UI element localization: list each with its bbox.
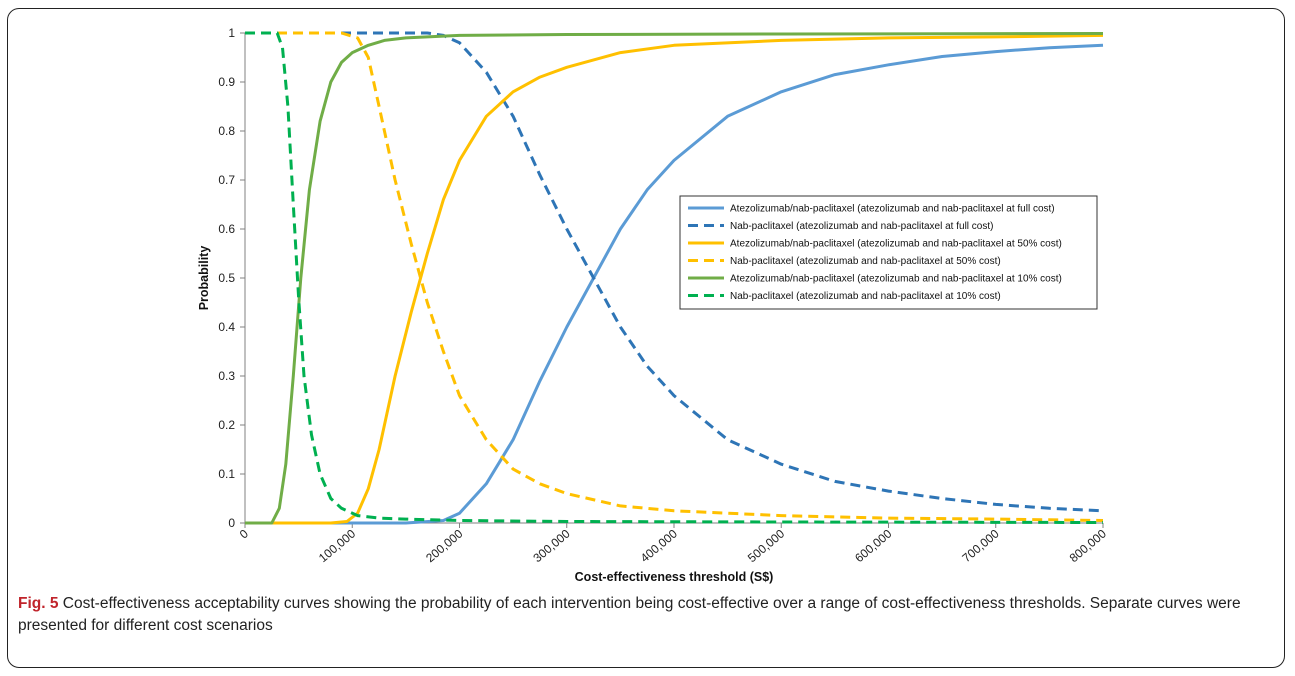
y-tick-label: 0.5 [218,271,235,285]
x-tick-label: 600,000 [852,526,894,565]
legend-entry-6: Nab-paclitaxel (atezolizumab and nab-pac… [730,291,1001,302]
y-tick-label: 0.4 [218,320,235,334]
figure-label: Fig. 5 [18,595,59,612]
x-tick-label: 800,000 [1067,526,1109,565]
figure-caption-text: Cost-effectiveness acceptability curves … [18,595,1241,634]
x-tick-label: 400,000 [638,526,680,565]
series-line-4 [245,31,1104,522]
legend: Atezolizumab/nab-paclitaxel (atezolizuma… [679,195,1098,310]
legend-entry-4: Nab-paclitaxel (atezolizumab and nab-pac… [730,256,1001,267]
legend-entry-2: Nab-paclitaxel (atezolizumab and nab-pac… [730,221,993,232]
y-tick-label: 0.1 [218,467,235,481]
series-line-6 [245,31,1104,524]
figure-caption: Fig. 5 Cost-effectiveness acceptability … [18,593,1273,637]
y-axis: 0 0.1 0.2 0.3 0.4 0.5 0.6 0.7 0.8 0.9 1 [218,26,245,530]
x-tick-label: 100,000 [316,526,358,565]
legend-box [679,195,1098,310]
x-tick-label: 200,000 [423,526,465,565]
x-tick-label: 0 [237,526,251,541]
series-line-3 [245,33,1104,525]
cost-effectiveness-chart: 0 0.1 0.2 0.3 0.4 0.5 0.6 0.7 0.8 0.9 1 0 100,000 20… [197,26,1109,584]
y-axis-title: Probability [197,246,211,311]
series-lines [245,31,1104,525]
y-tick-label: 0.3 [218,369,235,383]
y-tick-label: 0.6 [218,222,235,236]
series-line-5 [245,32,1104,525]
x-tick-label: 500,000 [745,526,787,565]
y-tick-label: 0.2 [218,418,235,432]
legend-entry-3: Atezolizumab/nab-paclitaxel (atezolizuma… [730,239,1062,250]
x-tick-label: 700,000 [959,526,1001,565]
figure-frame [7,8,1285,668]
x-tick-label: 300,000 [530,526,572,565]
y-tick-label: 0.8 [218,124,235,138]
y-tick-label: 0.9 [218,75,235,89]
series-line-1 [245,43,1104,525]
legend-entry-1: Atezolizumab/nab-paclitaxel (atezolizuma… [730,204,1055,215]
x-axis: 0 100,000 200,000 300,000 400,000 500,000 600,… [237,523,1109,565]
series-line-2 [245,31,1104,513]
x-axis-title: Cost-effectiveness threshold (S$) [575,570,774,584]
y-tick-label: 0.7 [218,173,235,187]
y-tick-label: 0 [228,516,235,530]
legend-entry-5: Atezolizumab/nab-paclitaxel (atezolizuma… [730,274,1062,285]
y-tick-label: 1 [228,26,235,40]
